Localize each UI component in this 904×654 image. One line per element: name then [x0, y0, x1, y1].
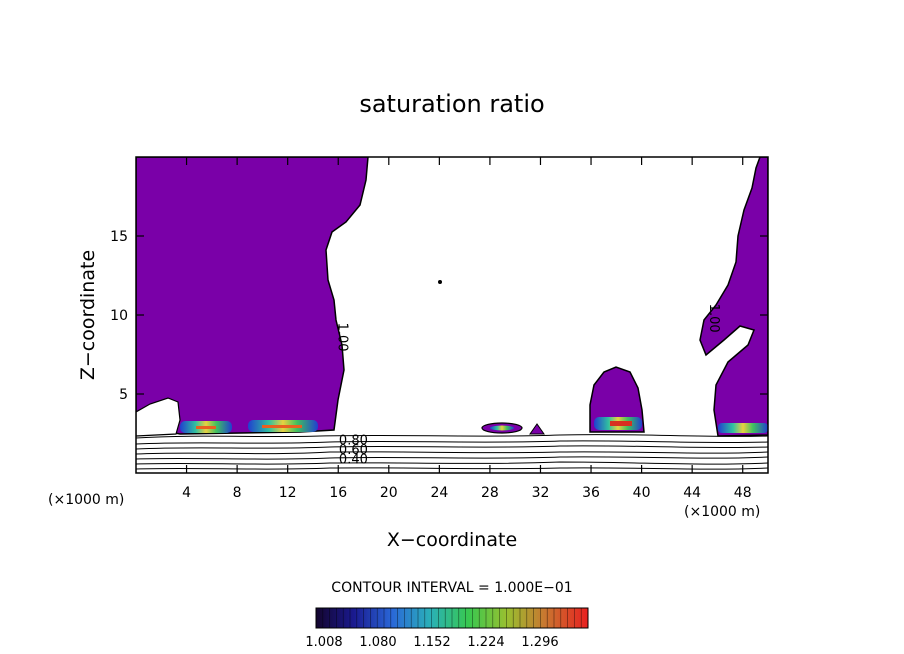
x-tick-label: 20 [380, 485, 398, 501]
x-tick-label: 16 [329, 485, 347, 501]
x-tick-label: 24 [430, 485, 448, 501]
tiny-dot [438, 280, 442, 284]
colorbar-tick-label: 1.296 [521, 635, 558, 650]
y-tick-label: 10 [110, 308, 128, 324]
colorbar-tick-label: 1.008 [305, 635, 342, 650]
colorbar-tick-label: 1.152 [413, 635, 450, 650]
x-unit-left: (×1000 m) [48, 492, 124, 508]
x-tick-label: 48 [734, 485, 752, 501]
plot-area [136, 157, 768, 470]
contour-label: 0.60 [339, 443, 368, 458]
y-axis-label: Z−coordinate [77, 250, 99, 380]
cloud-core-1 [196, 426, 216, 429]
left-notch [136, 397, 181, 437]
x-tick-label: 12 [279, 485, 297, 501]
chart-title: saturation ratio [359, 90, 544, 118]
x-tick-label: 28 [481, 485, 499, 501]
x-unit-right: (×1000 m) [684, 504, 760, 520]
contour-label: 0.80 [339, 434, 368, 449]
y-tick-label: 15 [110, 229, 128, 245]
x-axis-label: X−coordinate [387, 529, 517, 551]
x-tick-label: 36 [582, 485, 600, 501]
colorbar-tick-label: 1.080 [359, 635, 396, 650]
left-supersaturated-region [136, 157, 369, 435]
colorbar-divisions [322, 608, 582, 628]
x-axis-ticks: 4 8 12 16 20 24 28 32 36 40 44 48 [182, 157, 752, 501]
colorbar-tick-label: 1.224 [467, 635, 504, 650]
small-cloud-core [490, 425, 514, 431]
x-tick-label: 44 [683, 485, 701, 501]
cloud-core-2 [262, 425, 302, 428]
central-cloud [589, 366, 645, 433]
x-tick-label: 8 [233, 485, 242, 501]
contour-interval-text: CONTOUR INTERVAL = 1.000E−01 [331, 580, 572, 596]
x-tick-label: 32 [532, 485, 550, 501]
tiny-triangle [529, 423, 545, 435]
colorbar: 1.008 1.080 1.152 1.224 1.296 [305, 607, 589, 650]
cloud-core-3 [610, 421, 632, 426]
y-axis-ticks: 5 10 15 [110, 229, 768, 403]
right-supersaturated-region [699, 157, 768, 437]
near-surface-contours [136, 434, 768, 470]
contour-label: 1.00 [706, 304, 721, 333]
y-tick-label: 5 [119, 387, 128, 403]
colorbar-labels: 1.008 1.080 1.152 1.224 1.296 [305, 635, 558, 650]
cloud-band-4 [718, 423, 768, 433]
contour-labels: 1.00 1.00 0.800.600.40 [334, 304, 721, 468]
contour-label: 1.00 [334, 323, 349, 352]
x-tick-label: 40 [633, 485, 651, 501]
contour-label: 0.40 [339, 453, 368, 468]
x-tick-label: 4 [182, 485, 191, 501]
